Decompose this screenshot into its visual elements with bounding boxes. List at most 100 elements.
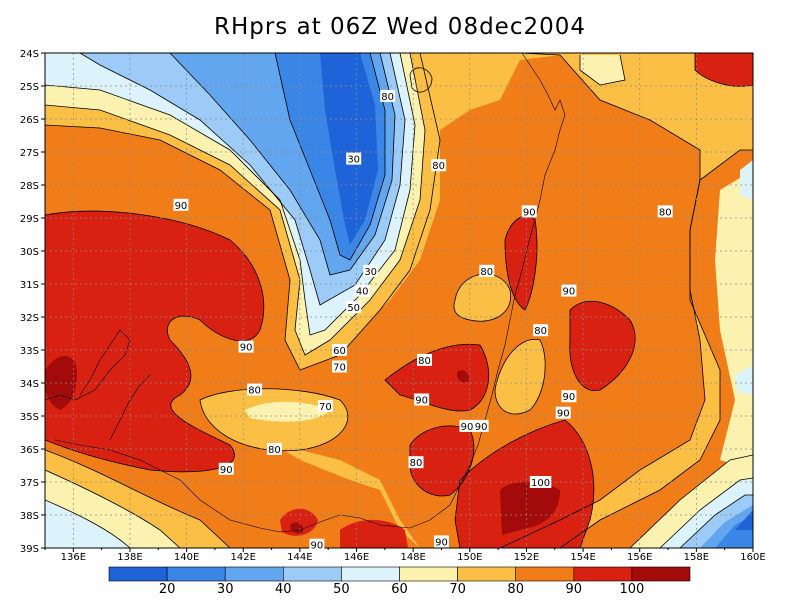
zone-90-100-coast bbox=[385, 344, 489, 412]
contour-line-se-50 bbox=[659, 477, 753, 548]
contour-label-bg bbox=[266, 443, 282, 455]
lat-label: 29S bbox=[20, 214, 39, 225]
zone-90-100-s-small-a bbox=[280, 508, 318, 536]
contour-label-bg bbox=[521, 205, 537, 218]
contour-label: 70 bbox=[319, 402, 332, 413]
zone-60-70-northeast bbox=[580, 55, 625, 85]
contour-label: 90 bbox=[435, 537, 448, 548]
contour-label-bg bbox=[459, 419, 475, 432]
lon-label: 146E bbox=[344, 552, 369, 563]
contour-line-sw-60 bbox=[45, 469, 181, 548]
contour-line-west-90 bbox=[45, 210, 265, 473]
contour-label-bg bbox=[247, 383, 263, 396]
lon-label: 136E bbox=[61, 552, 86, 563]
contour-label-bg bbox=[173, 198, 189, 211]
lon-label: 144E bbox=[287, 552, 312, 563]
contour-label: 70 bbox=[333, 363, 346, 374]
contour-label-bg bbox=[408, 456, 424, 469]
colorbar-swatch bbox=[108, 566, 168, 582]
contour-label: 90 bbox=[311, 541, 324, 552]
colorbar-swatch bbox=[282, 566, 342, 582]
contour-line-nw-50 bbox=[169, 53, 396, 276]
contour-label-bg bbox=[431, 159, 447, 172]
contour-label: 90 bbox=[523, 207, 536, 218]
colorbar-label: 80 bbox=[507, 582, 524, 597]
lat-label: 24S bbox=[20, 49, 39, 60]
contour-label: 50 bbox=[347, 303, 360, 314]
zone-90-100-e bbox=[569, 301, 636, 391]
lon-label: 158E bbox=[684, 552, 709, 563]
lat-label: 28S bbox=[20, 181, 39, 192]
contour-label-bg bbox=[555, 406, 571, 419]
contour-label-bg bbox=[414, 393, 430, 406]
contour-label: 40 bbox=[356, 287, 369, 298]
lon-label: 156E bbox=[627, 552, 652, 563]
contour-label: 80 bbox=[248, 386, 261, 397]
lon-label: 140E bbox=[174, 552, 199, 563]
contour-label-bg bbox=[309, 538, 325, 551]
lat-label: 38S bbox=[20, 511, 39, 522]
colorbar-label: 40 bbox=[275, 582, 292, 597]
map-title: RHprs at 06Z Wed 08dec2004 bbox=[213, 14, 587, 40]
lat-label: 36S bbox=[20, 445, 39, 456]
lon-label: 138E bbox=[117, 552, 142, 563]
contour-label-bg bbox=[380, 89, 396, 102]
contour-label-bg bbox=[479, 264, 495, 277]
zone-90-100-inland bbox=[410, 425, 474, 496]
contour-label: 60 bbox=[333, 346, 346, 357]
lat-label: 32S bbox=[20, 313, 39, 324]
contour-label-bg bbox=[657, 205, 673, 218]
contour-line-east-90 bbox=[569, 301, 636, 391]
lat-label: 39S bbox=[20, 544, 39, 555]
colorbar-swatch bbox=[573, 566, 633, 582]
filled-contours bbox=[45, 53, 753, 548]
lon-label: 152E bbox=[514, 552, 539, 563]
contour-label-bg bbox=[433, 535, 449, 548]
contour-line-sw-50 bbox=[45, 499, 131, 548]
contour-line-se-60 bbox=[629, 454, 753, 548]
lon-label: 142E bbox=[231, 552, 256, 563]
lon-label: 148E bbox=[400, 552, 425, 563]
contour-line-pocket-d-80 bbox=[409, 67, 433, 93]
contour-label: 90 bbox=[415, 396, 428, 407]
colorbar bbox=[108, 566, 691, 582]
colorbar-swatch bbox=[341, 566, 400, 582]
contour-label: 30 bbox=[347, 155, 360, 166]
zone-80-90-central bbox=[45, 55, 705, 548]
colorbar-swatch bbox=[399, 566, 458, 582]
contour-line-nw-70 bbox=[45, 53, 416, 336]
contour-label: 80 bbox=[418, 356, 431, 367]
zone-70-80-pocket-a bbox=[453, 273, 511, 322]
colorbar-label: 70 bbox=[449, 582, 466, 597]
colorbar-label: 90 bbox=[566, 582, 583, 597]
contour-label: 90 bbox=[461, 422, 474, 433]
contour-line-se-90 bbox=[454, 419, 595, 548]
contour-label-bg bbox=[561, 390, 577, 403]
zone-100-se bbox=[500, 481, 560, 535]
lat-label: 37S bbox=[20, 478, 39, 489]
contour-line-pocket-a-80 bbox=[453, 273, 512, 322]
contour-label-bg bbox=[473, 419, 489, 432]
contour-label: 80 bbox=[659, 207, 672, 218]
contour-label-bg bbox=[317, 400, 333, 413]
contour-label-bg bbox=[354, 284, 370, 297]
contour-label-bg bbox=[529, 476, 552, 488]
coastline-east bbox=[54, 53, 566, 533]
contour-label: 90 bbox=[175, 201, 188, 212]
contour-label-bg bbox=[218, 462, 234, 475]
colorbar-label: 60 bbox=[391, 582, 408, 597]
zone-50-60-e-pocket bbox=[735, 365, 753, 395]
grid-lines bbox=[45, 53, 753, 548]
lon-label: 150E bbox=[457, 552, 482, 563]
contour-line-nw-90 bbox=[45, 53, 441, 371]
contour-line-ne-60 bbox=[579, 54, 626, 86]
contour-label-bg bbox=[533, 324, 549, 337]
lat-label: 35S bbox=[20, 412, 39, 423]
contour-label-bg bbox=[561, 284, 577, 297]
contour-label: 30 bbox=[364, 267, 377, 278]
contour-line-sw-70 bbox=[45, 449, 231, 548]
lat-label: 31S bbox=[20, 280, 39, 291]
colorbar-swatch bbox=[224, 566, 284, 582]
contour-label-bg bbox=[238, 340, 254, 353]
